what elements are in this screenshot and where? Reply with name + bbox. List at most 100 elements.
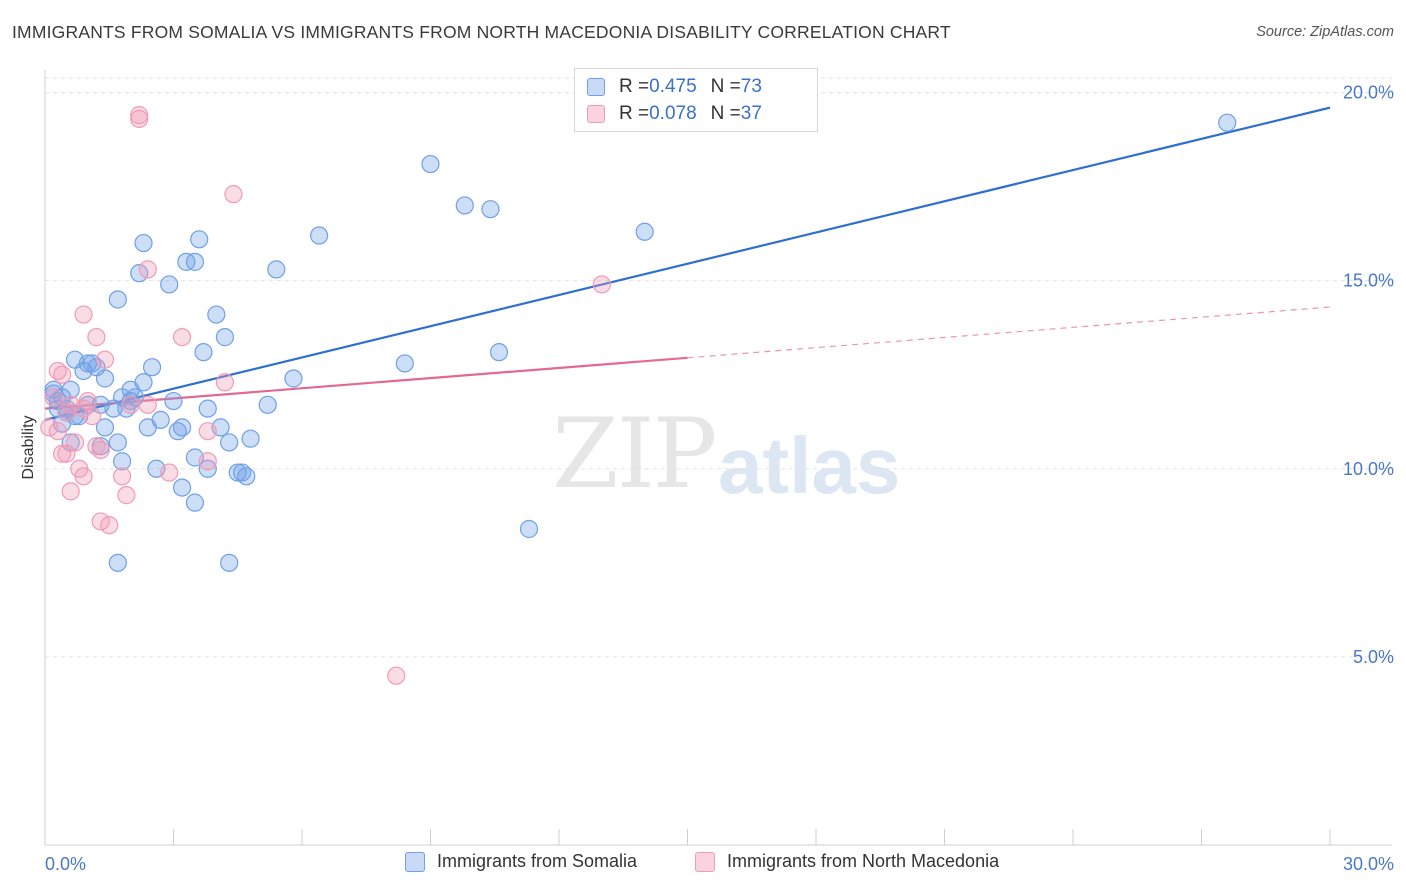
- y-axis-title: Disability: [20, 415, 37, 479]
- x-tick-label: 0.0%: [45, 854, 86, 874]
- y-tick-label: 5.0%: [1353, 647, 1394, 667]
- x-tick-label: 30.0%: [1343, 854, 1394, 874]
- legend-swatch-north-macedonia: [587, 105, 605, 123]
- point-somalia: [95, 418, 115, 437]
- point-somalia: [121, 380, 140, 399]
- point-north-macedonia: [91, 512, 110, 531]
- point-somalia: [267, 260, 286, 279]
- point-somalia: [284, 369, 303, 388]
- y-tick-label: 15.0%: [1343, 271, 1394, 291]
- point-somalia: [198, 399, 217, 418]
- legend-swatch-somalia: [405, 851, 425, 872]
- point-somalia: [95, 369, 115, 388]
- point-north-macedonia: [100, 516, 119, 535]
- point-north-macedonia: [160, 463, 179, 482]
- point-north-macedonia: [74, 467, 93, 486]
- point-north-macedonia: [74, 305, 93, 324]
- point-north-macedonia: [198, 452, 217, 471]
- point-somalia: [481, 200, 500, 219]
- legend-stats: R = 0.475 N = 73 R = 0.078 N = 37: [574, 68, 818, 132]
- axis-labels: 5.0% 10.0% 15.0% 20.0% 0.0% 30.0% Disability: [20, 83, 1394, 874]
- point-somalia: [215, 328, 234, 347]
- point-somalia: [108, 433, 127, 452]
- legend-r-value: 0.078: [649, 103, 697, 124]
- point-somalia: [635, 222, 654, 241]
- point-north-macedonia: [53, 444, 72, 463]
- point-north-macedonia: [592, 275, 611, 294]
- point-north-macedonia: [138, 395, 157, 414]
- legend-row-north-macedonia: R = 0.078 N = 37: [587, 102, 762, 126]
- point-somalia: [151, 410, 170, 429]
- legend-item-north-macedonia: Immigrants from North Macedonia: [695, 851, 999, 872]
- point-somalia: [237, 467, 256, 486]
- point-north-macedonia: [61, 482, 80, 501]
- watermark-atlas: atlas: [718, 421, 901, 510]
- point-north-macedonia: [48, 422, 67, 441]
- point-somalia: [134, 233, 153, 253]
- trend-lines: [44, 106, 1331, 421]
- legend-item-somalia: Immigrants from Somalia: [405, 851, 637, 872]
- legend-n-value: 73: [740, 76, 762, 97]
- trend-line-north-macedonia: [44, 356, 688, 410]
- grid-lines: [45, 77, 1392, 658]
- point-somalia: [108, 553, 127, 572]
- point-north-macedonia: [224, 185, 243, 204]
- point-north-macedonia: [91, 440, 110, 460]
- legend-row-somalia: R = 0.475 N = 73: [587, 75, 762, 99]
- point-somalia: [112, 452, 132, 471]
- point-somalia: [207, 305, 226, 324]
- point-north-macedonia: [117, 486, 136, 505]
- watermark-zip: ZIP: [552, 398, 717, 510]
- point-somalia: [489, 343, 509, 362]
- point-north-macedonia: [87, 328, 106, 347]
- point-north-macedonia: [83, 407, 102, 426]
- point-somalia: [168, 422, 187, 441]
- point-somalia: [310, 226, 329, 245]
- data-points: [40, 106, 1237, 685]
- point-somalia: [194, 343, 213, 362]
- point-somalia: [220, 433, 239, 452]
- point-north-macedonia: [112, 467, 132, 486]
- legend-n-value: 37: [740, 103, 762, 124]
- point-somalia: [108, 290, 127, 309]
- point-north-macedonia: [95, 350, 115, 369]
- chart-source: Source: ZipAtlas.com: [1256, 24, 1394, 40]
- point-somalia: [198, 459, 217, 478]
- point-north-macedonia: [57, 444, 76, 463]
- legend-n-label: N =: [710, 76, 741, 97]
- y-tick-label: 10.0%: [1343, 459, 1394, 479]
- point-somalia: [185, 252, 205, 271]
- legend-r-label: R =: [619, 76, 650, 97]
- point-north-macedonia: [198, 422, 217, 441]
- point-north-macedonia: [78, 391, 97, 411]
- point-somalia: [160, 275, 179, 294]
- legend-swatch-north-macedonia: [695, 851, 715, 872]
- point-somalia: [142, 358, 162, 377]
- point-somalia: [228, 463, 247, 482]
- legend-label-north-macedonia: Immigrants from North Macedonia: [727, 851, 1000, 871]
- point-north-macedonia: [44, 388, 63, 407]
- chart-title: IMMIGRANTS FROM SOMALIA VS IMMIGRANTS FR…: [12, 22, 951, 42]
- trend-line-north-macedonia-extension: [687, 306, 1331, 359]
- point-north-macedonia: [215, 373, 234, 392]
- point-north-macedonia: [53, 365, 72, 384]
- point-north-macedonia: [121, 395, 140, 414]
- legend-r-value: 0.475: [649, 76, 697, 97]
- legend-r-label: R =: [619, 103, 650, 124]
- point-somalia: [220, 553, 239, 572]
- point-somalia: [455, 196, 474, 215]
- point-somalia: [185, 493, 205, 512]
- point-somalia: [190, 230, 209, 249]
- point-somalia: [519, 519, 539, 539]
- point-somalia: [130, 264, 149, 283]
- axes: [44, 70, 1392, 846]
- point-north-macedonia: [387, 666, 406, 685]
- y-tick-label: 20.0%: [1343, 83, 1394, 103]
- point-somalia: [1218, 113, 1237, 132]
- point-somalia: [421, 154, 440, 174]
- point-somalia: [164, 391, 183, 411]
- legend-series: Immigrants from Somalia Immigrants from …: [0, 851, 1406, 877]
- legend-swatch-somalia: [587, 78, 605, 96]
- legend-n-label: N =: [710, 103, 741, 124]
